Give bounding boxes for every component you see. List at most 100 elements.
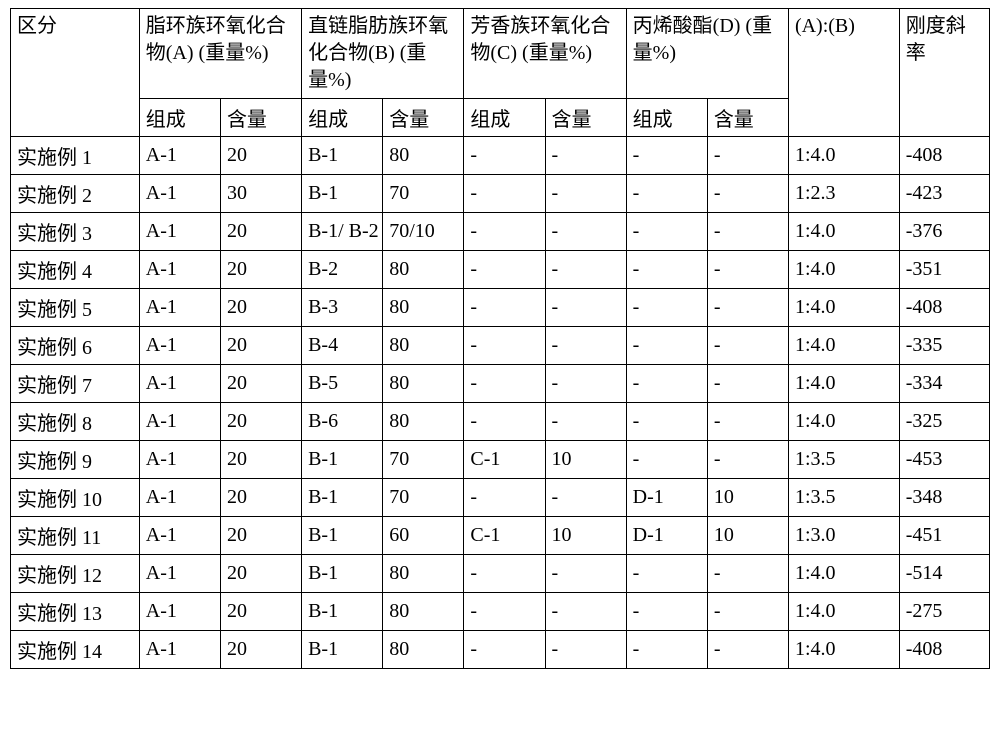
cell-c-comp: - (464, 593, 545, 631)
cell-d-amt: - (707, 441, 788, 479)
cell-slope: -275 (899, 593, 989, 631)
cell-b-comp: B-1 (302, 631, 383, 669)
col-header-group-c: 芳香族环氧化合物(C) (重量%) (464, 9, 626, 99)
cell-c-amt: - (545, 403, 626, 441)
cell-b-amt: 80 (383, 365, 464, 403)
cell-c-comp: - (464, 555, 545, 593)
cell-row-label: 实施例 8 (11, 403, 140, 441)
cell-slope: -348 (899, 479, 989, 517)
table-row: 实施例 11A-120B-160C-110D-1101:3.0-451 (11, 517, 990, 555)
cell-d-amt: - (707, 555, 788, 593)
cell-slope: -453 (899, 441, 989, 479)
cell-c-comp: - (464, 213, 545, 251)
cell-b-amt: 80 (383, 593, 464, 631)
cell-a-comp: A-1 (139, 137, 220, 175)
cell-d-comp: - (626, 631, 707, 669)
cell-a-comp: A-1 (139, 555, 220, 593)
cell-ratio: 1:4.0 (788, 137, 899, 175)
cell-c-comp: - (464, 365, 545, 403)
cell-ratio: 1:4.0 (788, 403, 899, 441)
cell-row-label: 实施例 10 (11, 479, 140, 517)
table-row: 实施例 12A-120B-180----1:4.0-514 (11, 555, 990, 593)
col-header-group-a: 脂环族环氧化合物(A) (重量%) (139, 9, 301, 99)
cell-a-amt: 20 (220, 555, 301, 593)
cell-c-comp: - (464, 631, 545, 669)
cell-b-amt: 70 (383, 441, 464, 479)
cell-a-comp: A-1 (139, 175, 220, 213)
col-subheader-d-comp: 组成 (626, 99, 707, 137)
cell-slope: -334 (899, 365, 989, 403)
cell-b-comp: B-1 (302, 479, 383, 517)
cell-slope: -514 (899, 555, 989, 593)
cell-b-comp: B-1 (302, 441, 383, 479)
cell-c-comp: - (464, 479, 545, 517)
cell-a-amt: 20 (220, 593, 301, 631)
cell-a-comp: A-1 (139, 365, 220, 403)
cell-c-amt: - (545, 365, 626, 403)
col-header-ratio: (A):(B) (788, 9, 899, 137)
col-subheader-d-amt: 含量 (707, 99, 788, 137)
cell-b-comp: B-6 (302, 403, 383, 441)
table-row: 实施例 9A-120B-170C-110--1:3.5-453 (11, 441, 990, 479)
cell-d-amt: - (707, 251, 788, 289)
cell-b-amt: 60 (383, 517, 464, 555)
composition-table: 区分 脂环族环氧化合物(A) (重量%) 直链脂肪族环氧化合物(B) (重量%)… (10, 8, 990, 669)
cell-c-amt: - (545, 251, 626, 289)
cell-c-comp: - (464, 403, 545, 441)
cell-c-amt: - (545, 593, 626, 631)
cell-d-comp: - (626, 555, 707, 593)
cell-a-amt: 20 (220, 365, 301, 403)
cell-c-amt: 10 (545, 441, 626, 479)
cell-c-amt: - (545, 289, 626, 327)
cell-d-amt: 10 (707, 479, 788, 517)
cell-ratio: 1:4.0 (788, 555, 899, 593)
cell-d-amt: - (707, 365, 788, 403)
cell-slope: -423 (899, 175, 989, 213)
table-row: 实施例 4A-120B-280----1:4.0-351 (11, 251, 990, 289)
cell-d-amt: - (707, 327, 788, 365)
cell-slope: -408 (899, 137, 989, 175)
cell-b-comp: B-1 (302, 517, 383, 555)
cell-row-label: 实施例 2 (11, 175, 140, 213)
table-row: 实施例 10A-120B-170--D-1101:3.5-348 (11, 479, 990, 517)
cell-slope: -451 (899, 517, 989, 555)
cell-ratio: 1:4.0 (788, 213, 899, 251)
table-row: 实施例 8A-120B-680----1:4.0-325 (11, 403, 990, 441)
cell-ratio: 1:4.0 (788, 251, 899, 289)
cell-d-comp: - (626, 327, 707, 365)
table-row: 实施例 13A-120B-180----1:4.0-275 (11, 593, 990, 631)
table-body: 实施例 1A-120B-180----1:4.0-408实施例 2A-130B-… (11, 137, 990, 669)
cell-b-amt: 80 (383, 137, 464, 175)
cell-ratio: 1:3.0 (788, 517, 899, 555)
cell-a-comp: A-1 (139, 479, 220, 517)
cell-b-amt: 70 (383, 175, 464, 213)
cell-a-amt: 20 (220, 479, 301, 517)
cell-b-comp: B-1/ B-2 (302, 213, 383, 251)
cell-c-comp: - (464, 175, 545, 213)
cell-row-label: 实施例 1 (11, 137, 140, 175)
cell-a-amt: 20 (220, 327, 301, 365)
cell-d-amt: - (707, 175, 788, 213)
cell-d-comp: - (626, 289, 707, 327)
cell-c-amt: - (545, 137, 626, 175)
cell-c-amt: - (545, 631, 626, 669)
cell-c-amt: - (545, 555, 626, 593)
table-row: 实施例 14A-120B-180----1:4.0-408 (11, 631, 990, 669)
cell-row-label: 实施例 7 (11, 365, 140, 403)
cell-d-comp: D-1 (626, 479, 707, 517)
cell-ratio: 1:4.0 (788, 365, 899, 403)
cell-b-amt: 70 (383, 479, 464, 517)
cell-slope: -376 (899, 213, 989, 251)
cell-a-amt: 20 (220, 441, 301, 479)
cell-b-comp: B-4 (302, 327, 383, 365)
cell-b-amt: 70/10 (383, 213, 464, 251)
cell-a-amt: 20 (220, 289, 301, 327)
cell-c-amt: - (545, 213, 626, 251)
table-row: 实施例 7A-120B-580----1:4.0-334 (11, 365, 990, 403)
cell-d-amt: - (707, 593, 788, 631)
cell-c-comp: - (464, 137, 545, 175)
cell-b-comp: B-3 (302, 289, 383, 327)
cell-b-comp: B-1 (302, 593, 383, 631)
table-row: 实施例 2A-130B-170----1:2.3-423 (11, 175, 990, 213)
cell-a-amt: 20 (220, 137, 301, 175)
